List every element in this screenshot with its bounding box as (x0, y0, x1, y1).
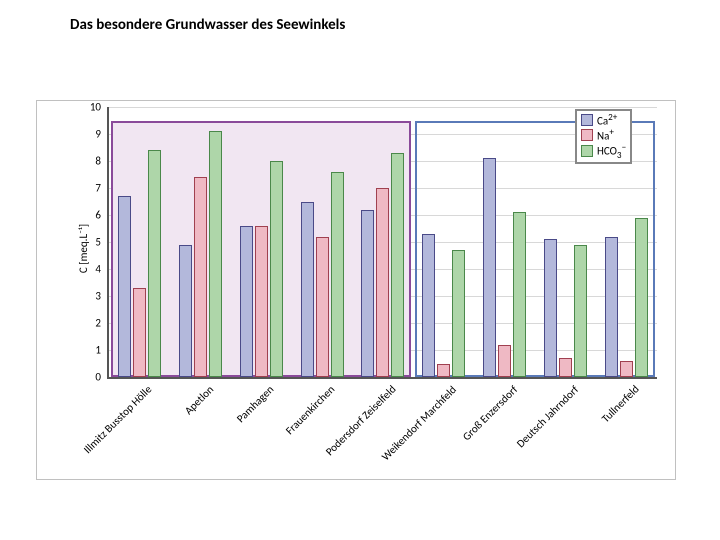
bar-hco3 (270, 161, 283, 377)
bar-group (413, 107, 474, 377)
bar-hco3 (209, 131, 222, 377)
y-tick: 2 (95, 317, 101, 330)
y-tick: 0 (95, 371, 101, 384)
bar-group (353, 107, 414, 377)
x-tick-label: Illmitz Busstop Hölle (81, 383, 154, 456)
bar-na (316, 237, 329, 377)
bar-ca (483, 158, 496, 377)
bar-na (498, 345, 511, 377)
bar-ca (361, 210, 374, 377)
bar-na (437, 364, 450, 378)
y-tick: 8 (95, 155, 101, 168)
y-tick: 6 (95, 209, 101, 222)
chart-container: 0 1 2 3 4 5 6 7 8 9 10 C [meq.L⁻¹] Illmitz Busstop H… (36, 100, 676, 480)
y-tick: 1 (95, 344, 101, 357)
y-tick: 3 (95, 290, 101, 303)
bar-ca (422, 234, 435, 377)
bar-group (474, 107, 535, 377)
bar-ca (118, 196, 131, 377)
bar-hco3 (513, 212, 526, 377)
bar-na (194, 177, 207, 377)
bar-group (231, 107, 292, 377)
bar-na (133, 288, 146, 377)
bar-hco3 (331, 172, 344, 377)
legend-label: HCO3− (597, 143, 626, 161)
legend-item: Na+ (581, 128, 626, 143)
legend-swatch (581, 114, 593, 126)
bar-na (620, 361, 633, 377)
bar-na (255, 226, 268, 377)
y-tick: 9 (95, 128, 101, 141)
bar-ca (179, 245, 192, 377)
y-tick: 10 (90, 101, 101, 114)
bar-ca (544, 239, 557, 377)
bar-hco3 (635, 218, 648, 377)
x-tick-label: Apetlon (182, 383, 216, 417)
bar-ca (301, 202, 314, 378)
y-tick: 5 (95, 236, 101, 249)
y-tick: 7 (95, 182, 101, 195)
legend-item: Ca2+ (581, 113, 626, 128)
legend-swatch (581, 145, 593, 157)
legend-swatch (581, 129, 593, 141)
bar-group (292, 107, 353, 377)
plot-area: 012345678910C [meq.L⁻¹]Illmitz Busstop H… (107, 107, 657, 379)
x-tick-label: Frauenkirchen (283, 383, 337, 437)
y-tick: 4 (95, 263, 101, 276)
bar-hco3 (148, 150, 161, 377)
bar-ca (605, 237, 618, 377)
x-tick-label: Pamhagen (234, 383, 276, 425)
bar-group (109, 107, 170, 377)
legend: Ca2+Na+HCO3− (575, 109, 632, 164)
legend-label: Ca2+ (597, 113, 617, 128)
legend-label: Na+ (597, 128, 614, 143)
bar-group (170, 107, 231, 377)
bar-hco3 (452, 250, 465, 377)
y-axis-label: C [meq.L⁻¹] (77, 224, 90, 273)
bar-na (376, 188, 389, 377)
bar-hco3 (574, 245, 587, 377)
x-tick-label: Deutsch Jahrndorf (514, 383, 581, 450)
x-tick-label: Tullnerfeld (599, 383, 642, 426)
page-title: Das besondere Grundwasser des Seewinkels (70, 16, 345, 34)
x-tick-label: Groß Enzersdorf (460, 383, 520, 443)
bar-na (559, 358, 572, 377)
bar-ca (240, 226, 253, 377)
legend-item: HCO3− (581, 143, 626, 161)
bar-hco3 (391, 153, 404, 377)
